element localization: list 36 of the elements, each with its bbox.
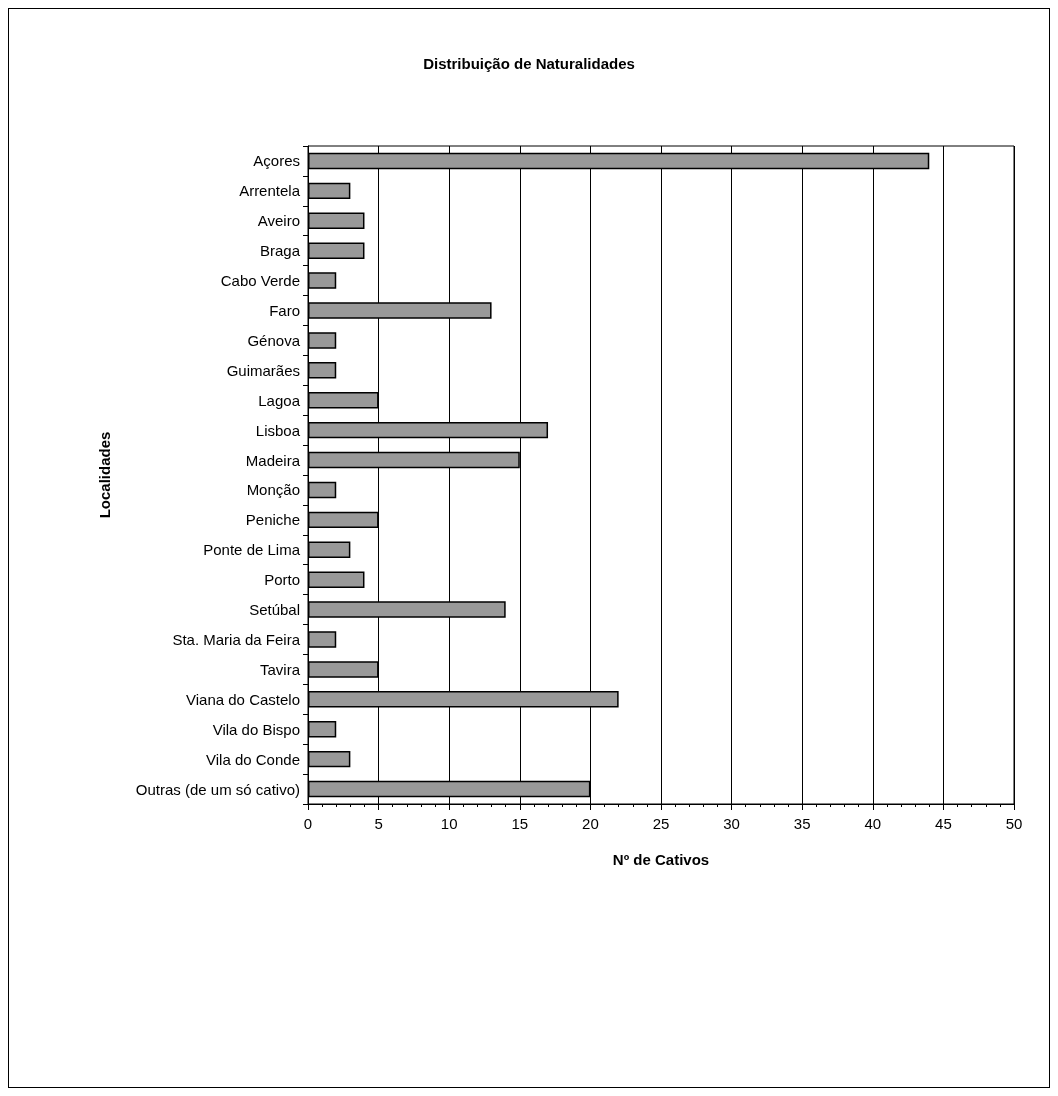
y-tick-label: Porto [264, 571, 300, 589]
y-tick-label: Monção [246, 481, 300, 499]
y-tick-label: Cabo Verde [220, 272, 300, 290]
y-tick-label: Tavira [259, 660, 301, 678]
x-tick-label: 25 [652, 815, 670, 832]
y-tick-label: Vila do Conde [206, 750, 300, 768]
y-tick-label: Setúbal [249, 601, 300, 619]
y-tick-label: Ponte de Lima [203, 541, 301, 559]
y-tick-label: Outras (de um só cativo) [135, 780, 300, 798]
y-tick-label: Aveiro [257, 212, 300, 230]
x-tick-label: 15 [511, 815, 529, 832]
y-tick-label: Açores [253, 152, 300, 170]
x-tick-label: 50 [1005, 815, 1023, 832]
chart-title: Distribuição de Naturalidades [423, 55, 635, 72]
x-tick-label: 10 [440, 815, 458, 832]
y-tick-label: Braga [259, 242, 301, 260]
y-tick-label: Lagoa [258, 391, 301, 409]
x-tick-label: 30 [723, 815, 740, 832]
y-tick-label: Peniche [245, 511, 300, 529]
x-tick-label: 20 [582, 815, 599, 832]
y-tick-label: Lisboa [255, 421, 301, 439]
y-tick-label: Génova [247, 331, 301, 349]
x-axis-title: Nº de Cativos [612, 851, 710, 868]
y-tick-label: Faro [269, 302, 300, 319]
y-tick-label: Sta. Maria da Feira [172, 631, 301, 648]
x-tick-label: 5 [374, 815, 383, 832]
y-tick-label: Arrentela [239, 182, 301, 200]
y-tick-label: Vila do Bispo [212, 720, 300, 738]
y-tick-label: Viana do Castelo [186, 690, 300, 708]
x-tick-label: 35 [793, 815, 811, 832]
y-axis-title: Localidades [96, 431, 113, 519]
x-tick-label: 0 [303, 815, 313, 832]
y-tick-label: Madeira [245, 451, 301, 469]
x-tick-label: 40 [864, 815, 882, 832]
x-tick-label: 45 [935, 815, 952, 832]
y-tick-label: Guimarães [226, 361, 300, 379]
